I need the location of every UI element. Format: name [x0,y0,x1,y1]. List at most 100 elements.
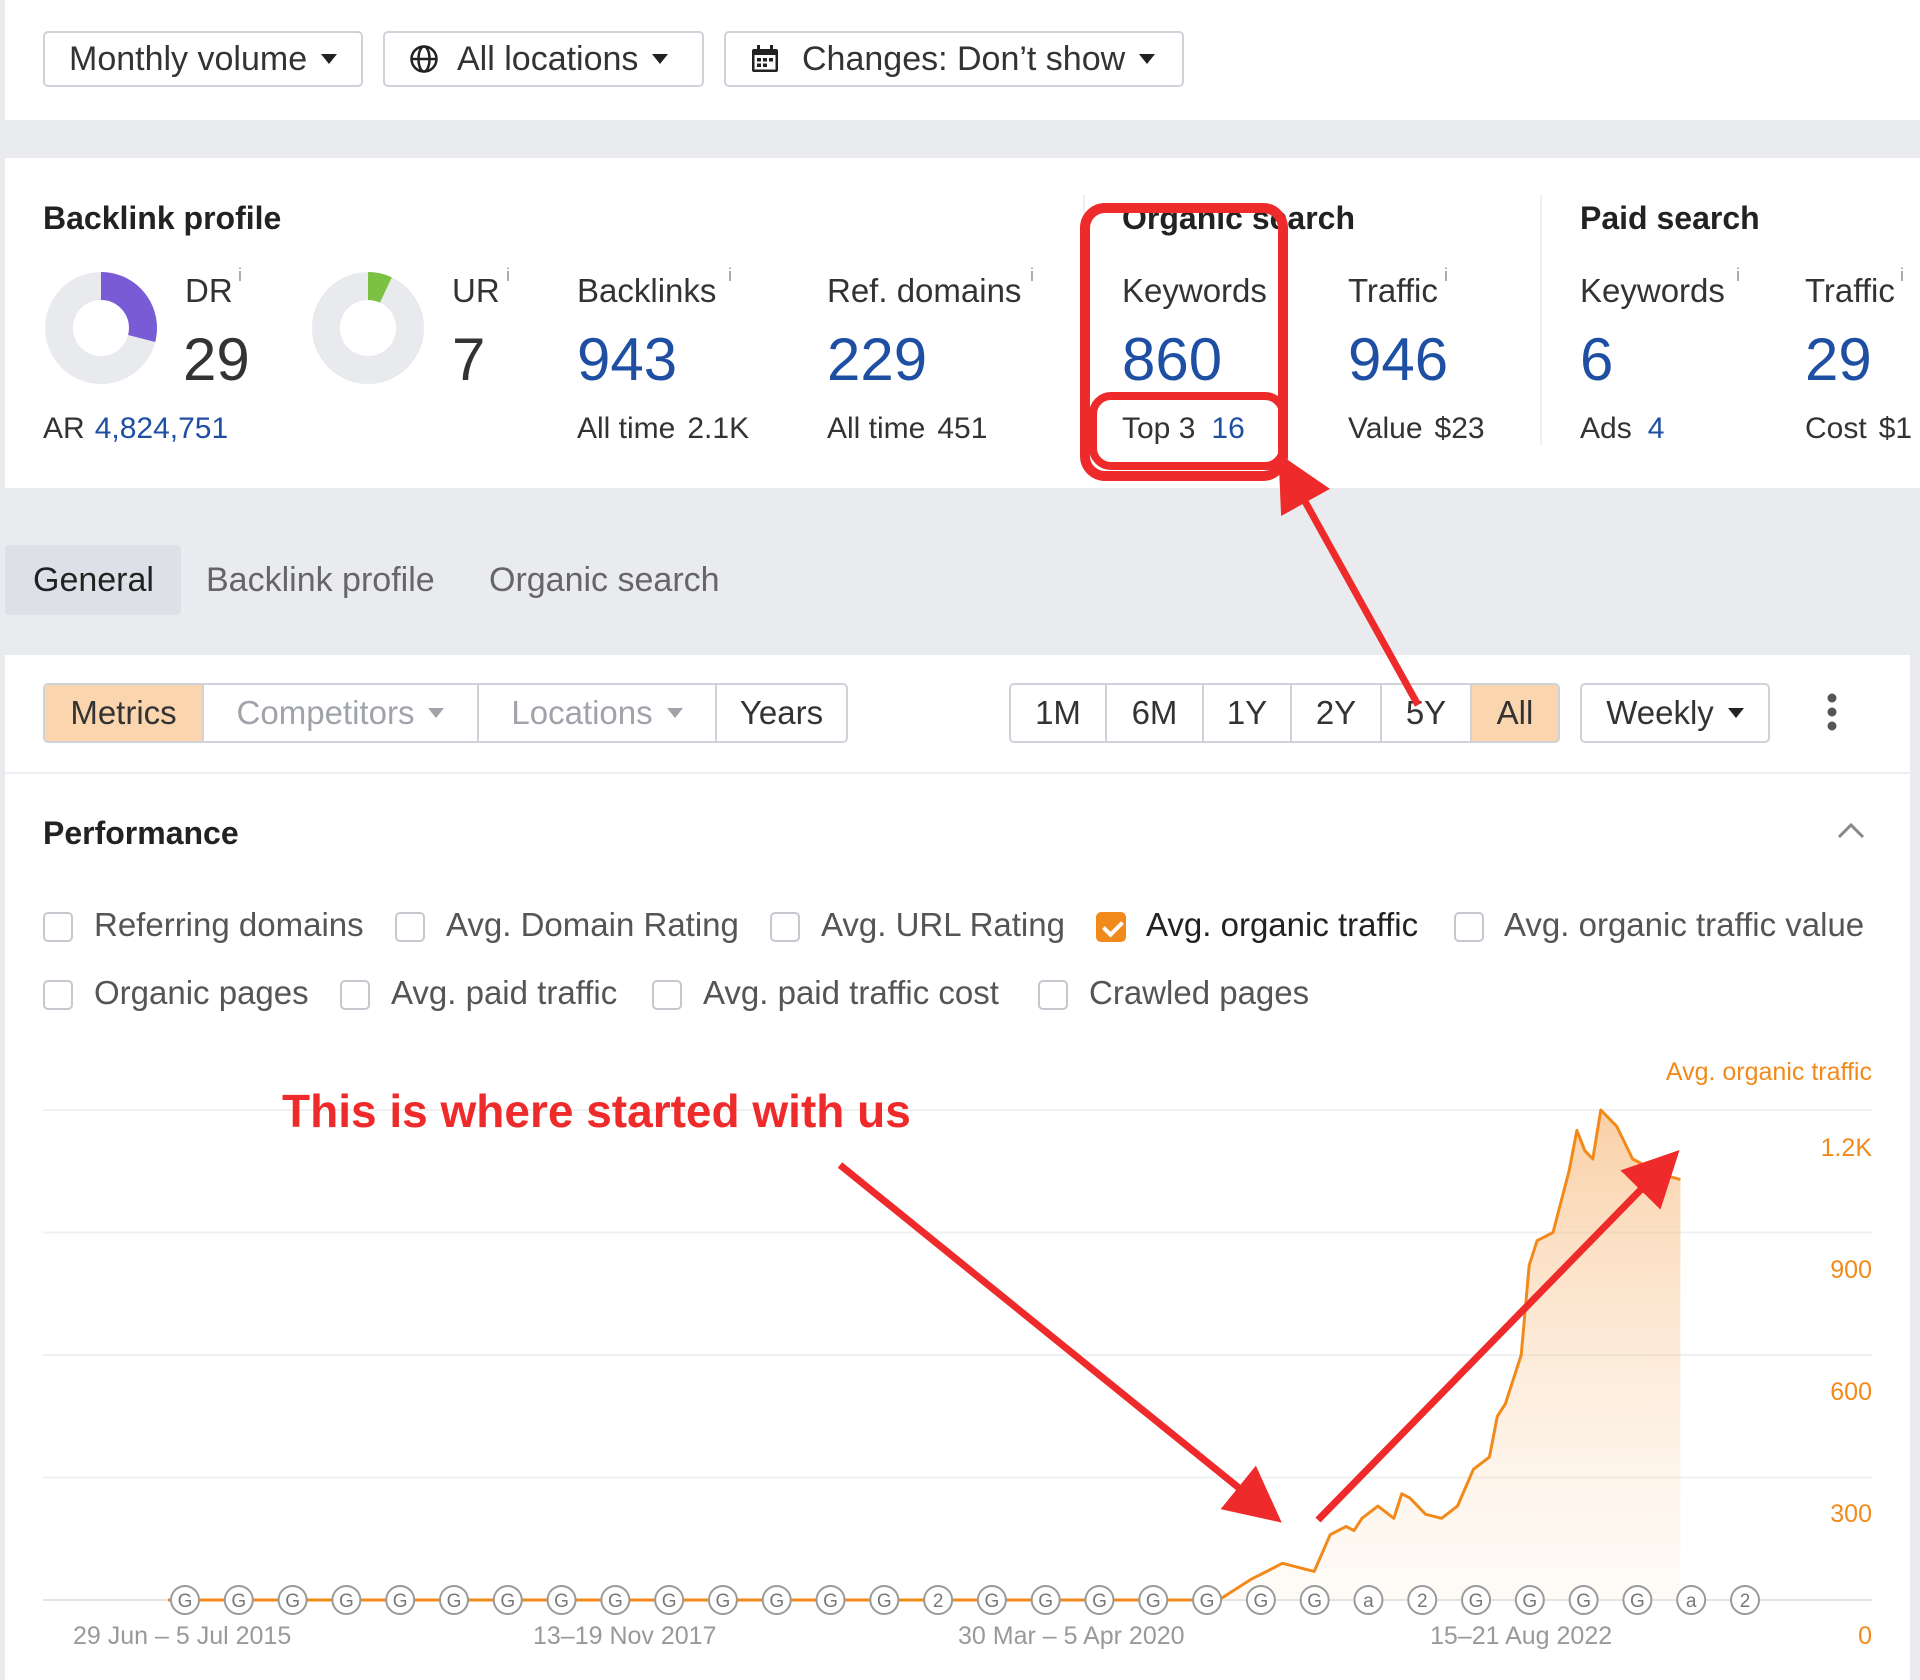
svg-text:G: G [178,1591,193,1612]
paid-keywords-value[interactable]: 6 [1580,326,1614,393]
svg-text:G: G [554,1591,569,1612]
annotation-marker[interactable]: G [223,1585,254,1615]
checkbox-label[interactable]: Avg. paid traffic [391,974,618,1011]
checkbox-avg-organic-traffic-value[interactable] [1454,912,1484,942]
annotation-marker[interactable]: 2 [923,1585,954,1615]
info-icon[interactable]: i [1900,265,1904,285]
tab-organic-search[interactable]: Organic search [489,560,720,599]
checkbox-label[interactable]: Organic pages [94,974,309,1011]
annotation-marker[interactable]: 2 [1730,1585,1760,1615]
range-5y[interactable]: 5Y [1380,683,1472,743]
checkbox-label[interactable]: Avg. Domain Rating [446,906,739,943]
annotation-marker[interactable]: G [600,1585,631,1615]
annotation-marker[interactable]: G [1299,1585,1330,1615]
annotation-marker[interactable]: a [1353,1585,1384,1615]
annotation-marker[interactable]: G [438,1585,469,1615]
annotation-marker[interactable]: G [869,1585,900,1615]
range-1m[interactable]: 1M [1009,683,1107,743]
info-icon[interactable]: i [728,265,732,285]
checkbox-organic-pages[interactable] [43,980,73,1010]
segment-locations[interactable]: Locations [477,683,717,743]
ar-value[interactable]: 4,824,751 [94,412,229,445]
all-locations-dropdown[interactable]: All locations [383,31,704,87]
organic-traffic-value[interactable]: 946 [1348,326,1449,393]
organic-traffic-value-row: Value $23 [1348,412,1485,446]
checkbox-label[interactable]: Referring domains [94,906,364,943]
annotation-marker[interactable]: G [1245,1585,1276,1615]
tab-general[interactable]: General [5,545,181,615]
annotation-marker[interactable]: G [1084,1585,1115,1615]
ar-row: AR 4,824,751 [43,412,228,446]
svg-text:2: 2 [1417,1591,1428,1612]
annotation-marker[interactable]: 2 [1407,1585,1438,1615]
annotation-marker[interactable]: G [170,1585,200,1615]
segment-metrics[interactable]: Metrics [43,683,204,743]
monthly-volume-dropdown[interactable]: Monthly volume [43,31,363,87]
checkbox-label[interactable]: Crawled pages [1089,974,1310,1011]
svg-text:G: G [1469,1591,1484,1612]
range-1y[interactable]: 1Y [1202,683,1292,743]
annotation-marker[interactable]: G [761,1585,792,1615]
svg-text:G: G [1522,1591,1537,1612]
info-icon[interactable]: i [506,265,510,285]
range-6m[interactable]: 6M [1105,683,1204,743]
paid-cost-value: $1 [1878,412,1913,445]
checkbox-avg-paid-traffic[interactable] [340,980,370,1010]
checkbox-referring-domains[interactable] [43,912,73,942]
annotation-marker[interactable]: G [277,1585,308,1615]
annotation-marker[interactable]: a [1676,1585,1707,1615]
annotation-marker[interactable]: G [1461,1585,1492,1615]
annotation-marker[interactable]: G [1138,1585,1169,1615]
organic-top3-value[interactable]: 16 [1211,412,1245,445]
checkbox-label[interactable]: Avg. paid traffic cost [703,974,999,1011]
segment-competitors[interactable]: Competitors [202,683,479,743]
tab-backlink-profile[interactable]: Backlink profile [206,560,435,599]
checkbox-avg-url-rating[interactable] [770,912,800,942]
paid-ads-label: Ads [1580,412,1632,445]
checkbox-avg-organic-traffic[interactable] [1096,912,1126,942]
annotation-marker[interactable]: G [1514,1585,1545,1615]
annotation-marker[interactable]: G [1568,1585,1599,1615]
more-options-icon[interactable] [1820,690,1844,734]
checkbox-avg-paid-traffic-cost[interactable] [652,980,682,1010]
ref-domains-value[interactable]: 229 [827,326,928,393]
annotation-marker[interactable]: G [1192,1585,1223,1615]
annotation-marker[interactable]: G [331,1585,362,1615]
checkbox-crawled-pages[interactable] [1038,980,1068,1010]
organic-top3: Top 3 16 [1122,412,1245,446]
annotation-marker[interactable]: G [707,1585,738,1615]
paid-ads-value[interactable]: 4 [1647,412,1665,445]
backlinks-value[interactable]: 943 [577,326,678,393]
checkbox-label[interactable]: Avg. organic traffic [1146,906,1419,943]
annotation-marker[interactable]: G [1030,1585,1061,1615]
annotation-marker[interactable]: G [976,1585,1007,1615]
checkbox-avg-domain-rating[interactable] [395,912,425,942]
paid-ads: Ads 4 [1580,412,1664,446]
chevron-up-icon[interactable] [1836,820,1866,840]
checkbox-label[interactable]: Avg. organic traffic value [1504,906,1865,943]
info-icon[interactable]: i [1444,265,1448,285]
svg-text:G: G [985,1591,1000,1612]
interval-dropdown[interactable]: Weekly [1580,683,1770,743]
x-tick: 30 Mar – 5 Apr 2020 [958,1622,1185,1650]
organic-keywords-value[interactable]: 860 [1122,326,1223,393]
segment-years[interactable]: Years [715,683,848,743]
paid-keywords-label: Keywords [1580,272,1725,309]
annotation-marker[interactable]: G [654,1585,685,1615]
info-icon[interactable]: i [1736,265,1740,285]
annotation-marker[interactable]: G [815,1585,846,1615]
ref-domains-all-time: All time 451 [827,412,987,446]
svg-text:G: G [231,1591,246,1612]
changes-dropdown[interactable]: Changes: Don’t show [724,31,1184,87]
info-icon[interactable]: i [238,265,242,285]
annotation-marker[interactable]: G [546,1585,577,1615]
annotation-marker[interactable]: G [1622,1585,1653,1615]
info-icon[interactable]: i [1030,265,1034,285]
checkbox-label[interactable]: Avg. URL Rating [821,906,1065,943]
annotation-marker[interactable]: G [385,1585,416,1615]
annotation-marker[interactable]: G [492,1585,523,1615]
traffic-area [168,1110,1681,1600]
range-2y[interactable]: 2Y [1290,683,1382,743]
range-all[interactable]: All [1470,683,1560,743]
paid-traffic-value[interactable]: 29 [1805,326,1872,393]
